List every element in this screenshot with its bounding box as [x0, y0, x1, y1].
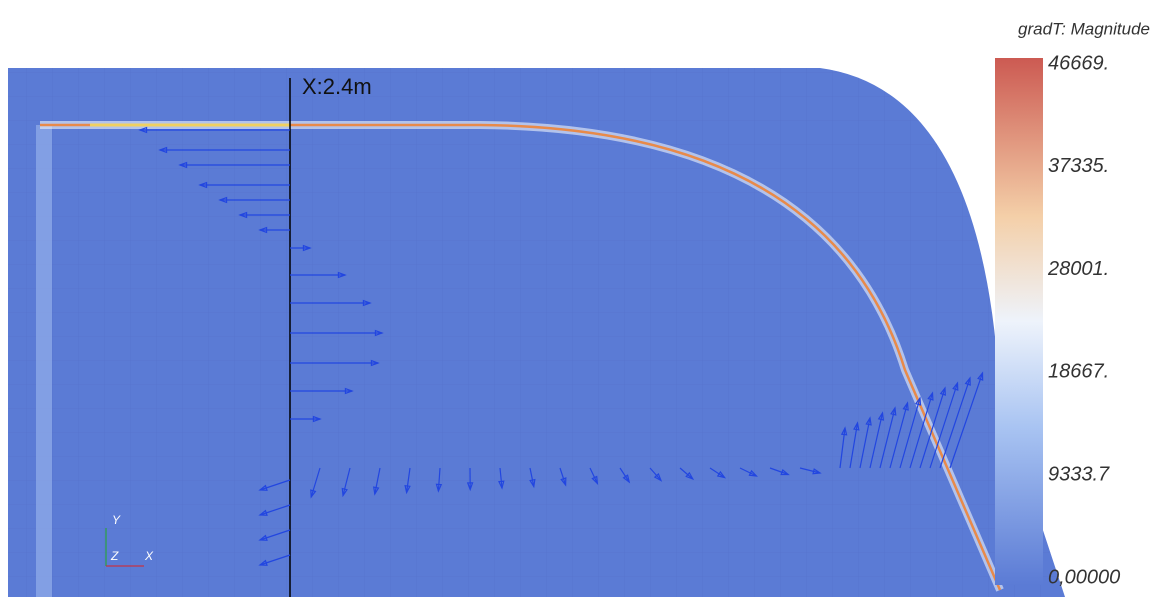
- vector-arrow: [341, 467, 351, 498]
- vector-arrow: [589, 467, 599, 486]
- vector-arrow: [929, 381, 959, 469]
- vector-arrow: [290, 359, 380, 367]
- vector-arrow: [739, 467, 758, 477]
- vector-arrow: [909, 391, 934, 469]
- vector-arrow: [939, 376, 971, 469]
- vector-arrow: [919, 386, 946, 469]
- vector-arrow: [310, 467, 321, 499]
- vector-arrow: [899, 396, 922, 469]
- vector-arrow: [290, 387, 354, 395]
- vector-arrow: [435, 467, 443, 493]
- vector-arrow: [649, 467, 663, 482]
- vector-arrow: [619, 467, 631, 484]
- vector-arrow: [859, 416, 872, 469]
- vector-arrow: [178, 161, 290, 169]
- vector-arrow: [849, 421, 860, 469]
- vector-arrow: [889, 401, 909, 469]
- domain: [8, 68, 1065, 597]
- legend-label: 9333.7: [1048, 463, 1110, 485]
- axes-triad: Y Z X: [105, 513, 154, 567]
- legend-label: 28001.: [1047, 258, 1109, 280]
- vector-arrow: [466, 467, 474, 492]
- vector-arrow: [258, 529, 291, 541]
- vector-arrow: [218, 196, 290, 204]
- vector-arrow: [869, 411, 885, 469]
- vector-arrow: [769, 467, 790, 476]
- vector-arrow: [839, 426, 848, 469]
- vector-arrow: [258, 504, 291, 516]
- vector-arrow: [258, 479, 291, 491]
- vector-arrow: [709, 467, 727, 479]
- vector-arrow: [290, 271, 347, 279]
- legend-label: 46669.: [1048, 52, 1109, 74]
- legend-title: gradT: Magnitude: [1018, 19, 1150, 38]
- vector-arrow: [158, 146, 290, 154]
- legend-label: 18667.: [1048, 361, 1109, 383]
- vector-arrow: [949, 371, 984, 469]
- vector-glyphs: [138, 126, 984, 566]
- vector-arrow: [559, 467, 567, 487]
- vector-arrow: [404, 467, 411, 495]
- vector-arrow: [290, 299, 372, 307]
- annotation: X:2.4m: [302, 74, 372, 99]
- legend-label: 0,00000: [1048, 566, 1120, 588]
- color-bar: [995, 58, 1043, 585]
- vector-arrow: [238, 211, 290, 219]
- legend-label: 37335.: [1048, 155, 1109, 177]
- vector-arrow: [879, 406, 897, 469]
- vector-arrow: [529, 467, 536, 489]
- vector-arrow: [290, 329, 384, 337]
- vector-arrow: [290, 244, 312, 252]
- vector-arrow: [258, 226, 290, 234]
- vector-arrow: [799, 467, 822, 475]
- vector-arrow: [679, 467, 695, 481]
- axis-y-label: Y: [112, 513, 121, 527]
- vector-arrow: [258, 554, 291, 566]
- vector-arrow: [373, 467, 381, 496]
- vector-arrow: [198, 181, 290, 189]
- color-legend: gradT: Magnitude 46669. 37335. 28001. 18667…: [995, 19, 1150, 588]
- vector-arrow: [498, 467, 505, 490]
- vector-arrow: [138, 126, 290, 134]
- axis-z-label: Z: [110, 549, 119, 563]
- vector-arrow: [290, 415, 322, 423]
- axis-x-label: X: [144, 549, 154, 563]
